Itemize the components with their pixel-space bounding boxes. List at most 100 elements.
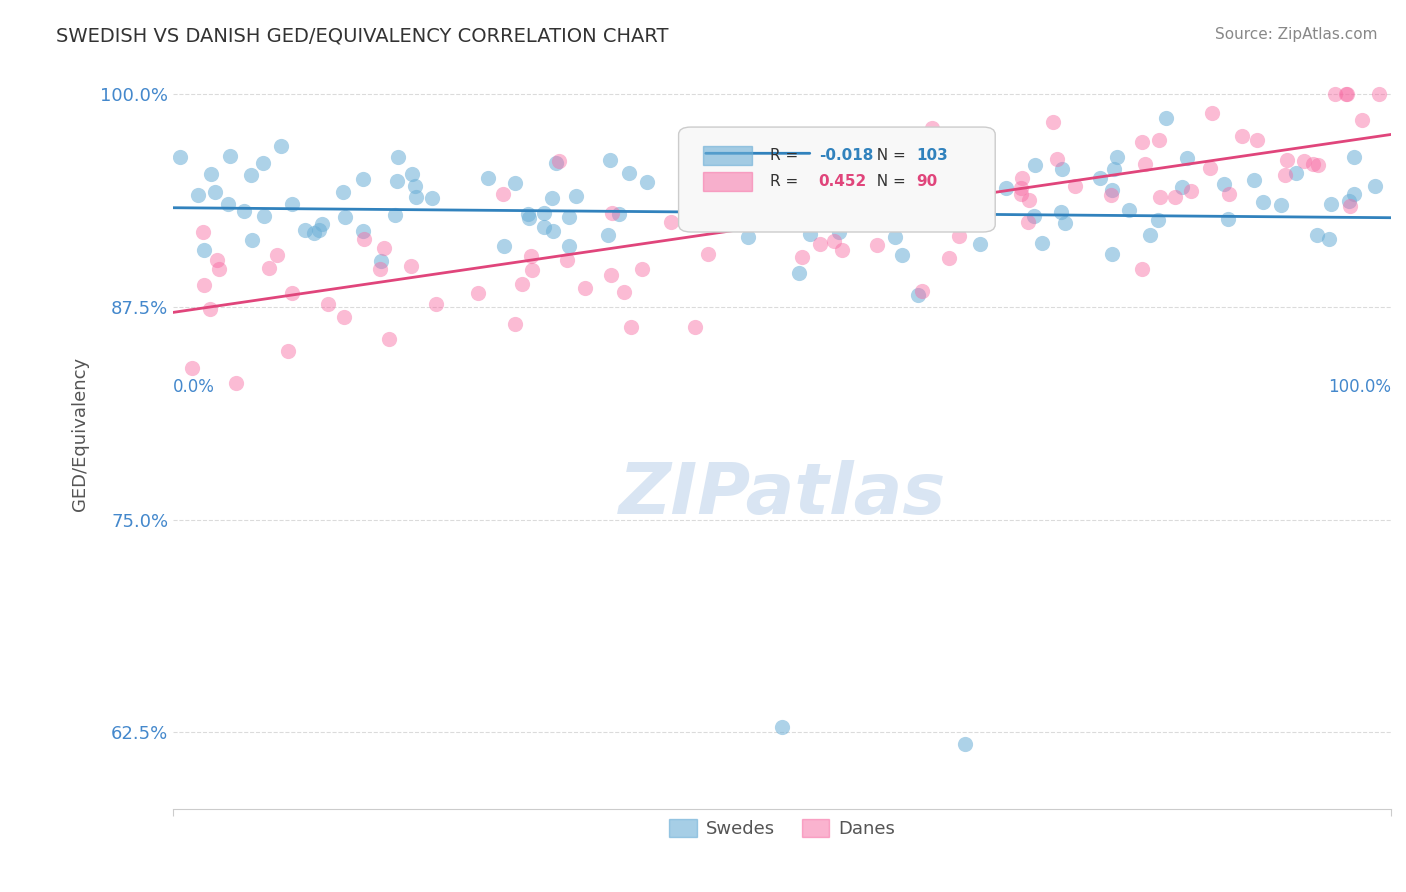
Bar bbox=[703, 172, 752, 191]
Swedes bbox=[477, 171, 499, 186]
Danes bbox=[1018, 193, 1040, 207]
Danes bbox=[368, 262, 391, 277]
Swedes bbox=[533, 219, 555, 234]
FancyBboxPatch shape bbox=[679, 127, 995, 232]
Swedes bbox=[907, 288, 929, 302]
Danes bbox=[1180, 184, 1202, 198]
Text: N =: N = bbox=[868, 148, 911, 163]
Danes bbox=[696, 246, 718, 260]
Swedes bbox=[1251, 195, 1274, 210]
Danes bbox=[225, 376, 247, 390]
Swedes bbox=[770, 720, 793, 734]
Danes bbox=[1064, 178, 1087, 193]
Danes bbox=[1274, 168, 1296, 182]
Text: 100.0%: 100.0% bbox=[1329, 378, 1391, 396]
Swedes bbox=[789, 266, 811, 280]
Swedes bbox=[717, 182, 740, 196]
Swedes bbox=[204, 186, 226, 200]
Danes bbox=[1334, 87, 1357, 101]
Danes bbox=[425, 297, 447, 311]
Swedes bbox=[1216, 212, 1239, 227]
Text: -0.018: -0.018 bbox=[818, 148, 873, 163]
Danes bbox=[1246, 133, 1268, 147]
Swedes bbox=[384, 208, 406, 222]
Danes bbox=[510, 277, 533, 291]
Swedes bbox=[938, 153, 960, 167]
Danes bbox=[1323, 87, 1346, 101]
Text: ZIPatlas: ZIPatlas bbox=[619, 460, 946, 529]
Danes bbox=[467, 285, 489, 300]
Swedes bbox=[796, 171, 818, 186]
Text: 0.0%: 0.0% bbox=[173, 378, 215, 396]
Danes bbox=[1302, 157, 1324, 171]
Danes bbox=[613, 285, 636, 299]
Danes bbox=[659, 214, 682, 228]
Swedes bbox=[1024, 158, 1046, 172]
Swedes bbox=[558, 210, 581, 224]
Danes bbox=[1277, 153, 1299, 167]
Danes bbox=[856, 184, 879, 198]
Danes bbox=[1198, 161, 1220, 175]
Swedes bbox=[1213, 177, 1236, 191]
Danes bbox=[1149, 190, 1171, 204]
Swedes bbox=[688, 153, 710, 168]
Swedes bbox=[242, 234, 264, 248]
Y-axis label: GED/Equivalency: GED/Equivalency bbox=[72, 358, 89, 511]
Swedes bbox=[636, 175, 658, 189]
Swedes bbox=[352, 224, 374, 238]
Swedes bbox=[270, 138, 292, 153]
Danes bbox=[277, 344, 299, 359]
Swedes bbox=[217, 196, 239, 211]
Swedes bbox=[891, 248, 914, 262]
Swedes bbox=[187, 188, 209, 202]
Danes bbox=[1017, 215, 1039, 229]
Danes bbox=[548, 154, 571, 169]
Swedes bbox=[294, 223, 316, 237]
Swedes bbox=[193, 244, 215, 258]
Danes bbox=[938, 251, 960, 265]
Danes bbox=[399, 259, 422, 273]
Danes bbox=[793, 129, 815, 144]
Danes bbox=[205, 252, 228, 267]
Danes bbox=[799, 183, 821, 197]
Swedes bbox=[1317, 232, 1340, 246]
Swedes bbox=[405, 190, 427, 204]
Swedes bbox=[1050, 204, 1073, 219]
Swedes bbox=[1320, 197, 1343, 211]
Danes bbox=[773, 161, 796, 175]
Swedes bbox=[823, 202, 845, 217]
Swedes bbox=[252, 156, 274, 170]
Swedes bbox=[200, 167, 222, 181]
Danes bbox=[1350, 113, 1372, 128]
Danes bbox=[823, 235, 845, 249]
Swedes bbox=[233, 204, 256, 219]
Swedes bbox=[517, 211, 540, 225]
Danes bbox=[600, 268, 623, 282]
Text: 90: 90 bbox=[917, 174, 938, 189]
Text: R =: R = bbox=[770, 174, 803, 189]
Swedes bbox=[1146, 212, 1168, 227]
Danes bbox=[1135, 157, 1157, 171]
Text: SWEDISH VS DANISH GED/EQUIVALENCY CORRELATION CHART: SWEDISH VS DANISH GED/EQUIVALENCY CORREL… bbox=[56, 27, 669, 45]
Danes bbox=[503, 317, 526, 331]
Swedes bbox=[763, 165, 786, 179]
Swedes bbox=[828, 225, 851, 239]
Swedes bbox=[1118, 203, 1140, 218]
Danes bbox=[762, 170, 785, 185]
Swedes bbox=[304, 227, 326, 241]
Swedes bbox=[565, 189, 588, 203]
Swedes bbox=[901, 198, 924, 212]
Danes bbox=[728, 162, 751, 177]
Danes bbox=[620, 320, 643, 334]
Danes bbox=[683, 320, 706, 334]
Danes bbox=[492, 186, 515, 201]
Danes bbox=[1201, 106, 1223, 120]
Swedes bbox=[352, 171, 374, 186]
Swedes bbox=[281, 196, 304, 211]
Swedes bbox=[936, 205, 959, 219]
Swedes bbox=[1053, 216, 1076, 230]
Swedes bbox=[253, 209, 276, 223]
Danes bbox=[831, 243, 853, 257]
Danes bbox=[555, 253, 578, 268]
Swedes bbox=[1031, 236, 1053, 251]
